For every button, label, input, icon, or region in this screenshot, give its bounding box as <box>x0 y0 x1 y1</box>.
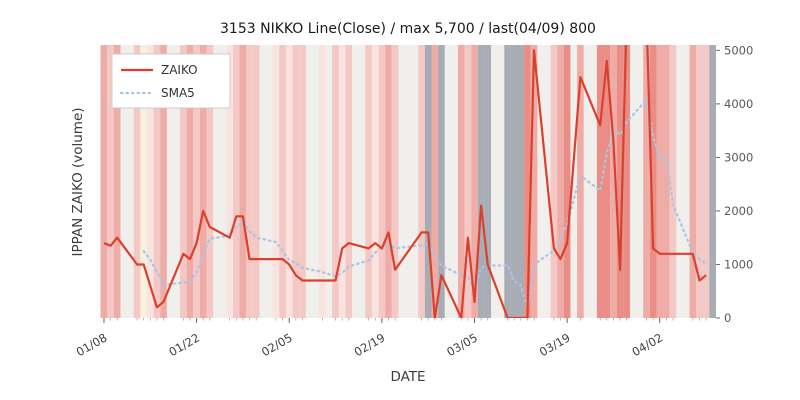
day-band <box>100 45 108 318</box>
day-band <box>702 45 710 318</box>
y-tick-label: 0 <box>724 311 731 325</box>
day-band <box>603 45 611 318</box>
chart-title: 3153 NIKKO Line(Close) / max 5,700 / las… <box>220 21 596 37</box>
day-band <box>272 45 280 318</box>
day-band <box>464 45 472 318</box>
day-band <box>153 45 161 318</box>
day-band <box>246 45 253 318</box>
edge-band <box>709 45 716 318</box>
day-band <box>232 45 240 318</box>
day-band <box>113 45 121 318</box>
day-band <box>457 45 465 318</box>
day-band <box>285 45 293 318</box>
day-band <box>378 45 386 318</box>
day-band <box>623 45 630 318</box>
day-band <box>477 45 485 318</box>
day-band <box>431 45 439 318</box>
day-band <box>424 45 432 318</box>
day-band <box>643 45 650 318</box>
day-band <box>504 45 511 318</box>
day-band <box>616 45 624 318</box>
x-tick-label: 02/05 <box>259 330 295 359</box>
x-tick-label: 02/19 <box>352 330 388 359</box>
y-tick-label: 5000 <box>724 43 753 57</box>
x-tick-label: 04/02 <box>630 330 666 359</box>
legend-box <box>111 53 231 109</box>
day-band <box>656 45 664 318</box>
day-band <box>524 45 531 318</box>
day-band <box>649 45 657 318</box>
legend-zaiko-label: ZAIKO <box>161 63 198 77</box>
y-tick-label: 2000 <box>724 204 753 218</box>
day-band <box>663 45 670 318</box>
day-band <box>484 45 492 318</box>
zaiko-line <box>103 45 707 318</box>
day-band <box>438 45 445 318</box>
day-band <box>689 45 697 318</box>
day-band <box>365 45 372 318</box>
day-band <box>279 45 286 318</box>
day-band <box>418 45 425 318</box>
day-band <box>160 45 167 318</box>
day-band <box>596 45 604 318</box>
day-band <box>226 45 233 318</box>
day-band <box>471 45 478 318</box>
day-band <box>140 45 147 318</box>
x-axis-label: DATE <box>390 369 425 385</box>
day-band <box>239 45 247 318</box>
day-band <box>338 45 346 318</box>
day-band <box>299 45 306 318</box>
day-band <box>332 45 339 318</box>
day-band <box>345 45 353 318</box>
day-band <box>669 45 677 318</box>
y-tick-label: 3000 <box>724 150 753 164</box>
day-band <box>180 45 187 318</box>
day-band <box>146 45 154 318</box>
day-band <box>550 45 558 318</box>
legend-sma5-label: SMA5 <box>161 86 195 100</box>
y-tick-label: 1000 <box>724 257 753 271</box>
day-band <box>186 45 194 318</box>
x-tick-label: 03/05 <box>444 330 480 359</box>
day-band <box>391 45 399 318</box>
legend: ZAIKO SMA5 <box>111 53 231 109</box>
day-band <box>371 45 379 318</box>
day-band <box>199 45 207 318</box>
plot-area: 0 1000 2000 3000 4000 5000 01/08 01/22 02/05 02/1… <box>74 43 754 359</box>
day-band <box>292 45 300 318</box>
y-axis-label: IPPAN ZAIKO (volume) <box>70 107 86 256</box>
day-band <box>252 45 260 318</box>
day-band <box>610 45 617 318</box>
x-tick-label: 01/08 <box>74 330 110 359</box>
day-band <box>385 45 392 318</box>
day-band <box>530 45 538 318</box>
x-tick-label: 01/22 <box>166 330 202 359</box>
day-band <box>319 45 326 318</box>
day-band <box>557 45 564 318</box>
day-band <box>510 45 518 318</box>
day-band <box>517 45 525 318</box>
day-band <box>577 45 584 318</box>
day-band <box>206 45 214 318</box>
day-band <box>696 45 703 318</box>
day-band <box>107 45 114 318</box>
day-band <box>133 45 141 318</box>
day-band <box>193 45 200 318</box>
day-band <box>563 45 571 318</box>
x-tick-label: 03/19 <box>537 330 573 359</box>
y-tick-label: 4000 <box>724 97 753 111</box>
